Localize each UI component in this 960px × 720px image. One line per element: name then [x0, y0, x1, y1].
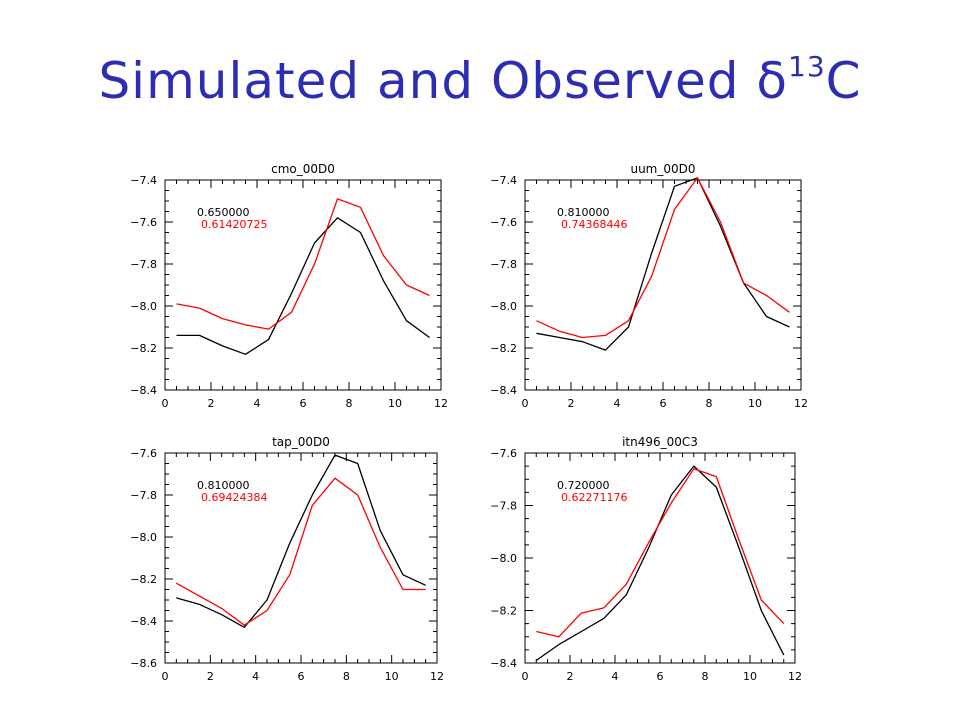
- slide-title-end: C: [825, 52, 862, 110]
- series-line-black: [535, 465, 785, 661]
- x-tick-label: 0: [522, 397, 529, 410]
- x-tick-label: 10: [743, 670, 757, 683]
- y-tick-label: −8.0: [130, 531, 157, 544]
- y-tick-label: −8.2: [490, 605, 517, 618]
- series-line-red: [536, 468, 785, 638]
- x-tick-label: 8: [346, 397, 353, 410]
- x-tick-label: 0: [162, 397, 169, 410]
- annotation-observed: 0.650000: [197, 206, 250, 219]
- y-tick-label: −8.4: [490, 384, 517, 397]
- annotation-observed: 0.810000: [557, 206, 610, 219]
- x-tick-label: 4: [612, 670, 619, 683]
- x-tick-label: 0: [162, 670, 169, 683]
- y-tick-label: −8.0: [490, 552, 517, 565]
- series-line-red: [176, 198, 430, 330]
- y-tick-label: −7.4: [490, 174, 517, 187]
- y-tick-label: −7.6: [130, 447, 157, 460]
- x-tick-label: 4: [252, 670, 259, 683]
- x-tick-label: 10: [385, 670, 399, 683]
- chart-title: tap_00D0: [272, 435, 330, 449]
- x-tick-label: 12: [788, 670, 802, 683]
- y-tick-label: −8.2: [130, 573, 157, 586]
- chart-title: itn496_00C3: [622, 435, 698, 449]
- y-tick-label: −7.8: [490, 258, 517, 271]
- y-tick-label: −7.8: [130, 489, 157, 502]
- x-tick-label: 0: [522, 670, 529, 683]
- y-tick-label: −7.6: [490, 216, 517, 229]
- x-tick-label: 4: [254, 397, 261, 410]
- y-tick-label: −7.8: [490, 500, 517, 513]
- series-line-black: [536, 177, 790, 351]
- x-tick-label: 8: [343, 670, 350, 683]
- x-tick-label: 6: [298, 670, 305, 683]
- chart-4: itn496_00C3 −8.4 −8.2 −8.0 −7.8 −7.6 0 2 4 6 8 10 12…: [490, 435, 802, 683]
- x-tick-label: 8: [706, 397, 713, 410]
- series-line-black: [176, 217, 430, 355]
- y-tick-label: −7.8: [130, 258, 157, 271]
- x-tick-label: 4: [614, 397, 621, 410]
- slide-title: Simulated and Observed δ13C: [0, 50, 960, 110]
- annotation-observed: 0.810000: [197, 479, 250, 492]
- y-tick-label: −7.6: [130, 216, 157, 229]
- x-tick-label: 10: [748, 397, 762, 410]
- y-tick-label: −7.4: [130, 174, 157, 187]
- y-tick-label: −8.4: [130, 615, 157, 628]
- x-tick-label: 2: [207, 670, 214, 683]
- chart-title: cmo_00D0: [271, 162, 335, 176]
- series-line-red: [175, 477, 426, 626]
- slide-title-superscript: 13: [788, 50, 826, 83]
- chart-2: uum_00D0 −8.4 −8.2 −8.0 −7.8 −7.6 −7.4 0 2 4 6 8 10 1…: [490, 162, 808, 410]
- annotation-simulated: 0.74368446: [561, 218, 627, 231]
- series-line-black: [176, 454, 426, 628]
- annotation-observed: 0.720000: [557, 479, 610, 492]
- x-tick-label: 6: [660, 397, 667, 410]
- x-tick-label: 8: [702, 670, 709, 683]
- x-tick-label: 6: [300, 397, 307, 410]
- annotation-simulated: 0.61420725: [201, 218, 267, 231]
- y-tick-label: −8.2: [490, 342, 517, 355]
- series-line-red: [536, 177, 790, 339]
- y-tick-label: −8.6: [130, 657, 157, 670]
- x-tick-label: 10: [388, 397, 402, 410]
- x-tick-label: 2: [568, 397, 575, 410]
- x-tick-label: 12: [434, 397, 448, 410]
- annotation-simulated: 0.69424384: [201, 491, 267, 504]
- slide-title-main: Simulated and Observed δ: [98, 52, 788, 110]
- y-tick-label: −8.4: [130, 384, 157, 397]
- x-tick-label: 12: [794, 397, 808, 410]
- annotation-simulated: 0.62271176: [561, 491, 627, 504]
- y-tick-label: −8.0: [130, 300, 157, 313]
- x-tick-label: 2: [208, 397, 215, 410]
- y-tick-label: −8.2: [130, 342, 157, 355]
- y-tick-label: −8.4: [490, 657, 517, 670]
- chart-title: uum_00D0: [630, 162, 695, 176]
- y-tick-label: −8.0: [490, 300, 517, 313]
- y-tick-label: −7.6: [490, 447, 517, 460]
- chart-3: tap_00D0 −8.6 −8.4 −8.2 −8.0 −7.8 −7.6 0 2 4 6 8 10 1…: [130, 435, 444, 683]
- x-tick-label: 2: [567, 670, 574, 683]
- chart-1: cmo_00D0 −8.4 −8.2 −8.0 −7.8 −7.6 −7.4 0 2 4 6 8 10 1…: [130, 162, 448, 410]
- x-tick-label: 6: [657, 670, 664, 683]
- x-tick-label: 12: [430, 670, 444, 683]
